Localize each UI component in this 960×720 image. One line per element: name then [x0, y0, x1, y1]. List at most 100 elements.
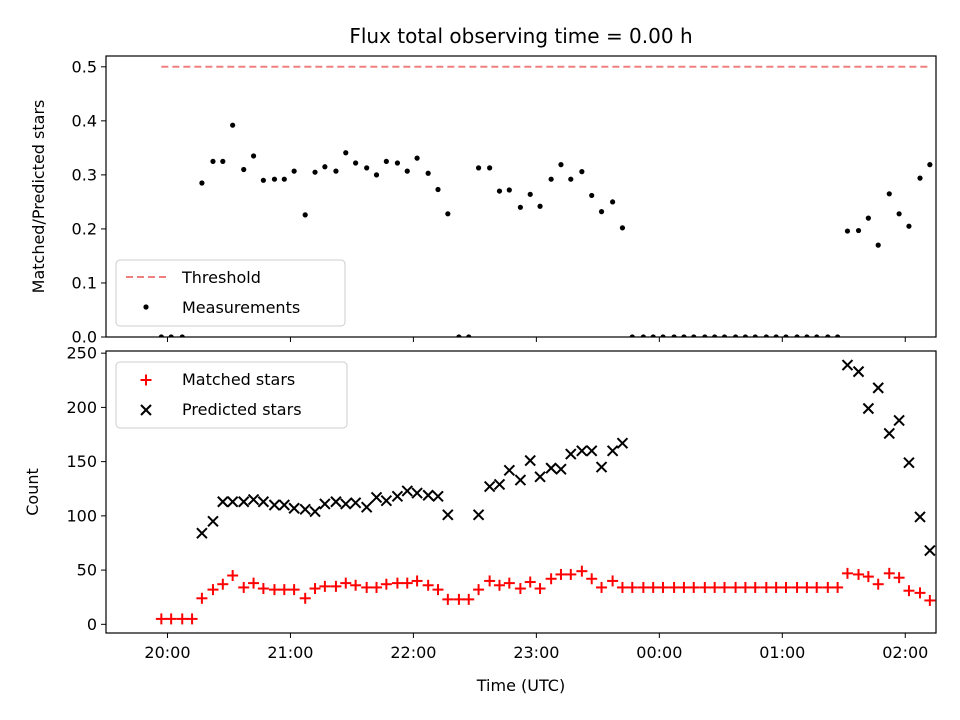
top-y-tick-label: 0.0 [72, 328, 97, 347]
matched-star-point [422, 579, 434, 591]
predicted-star-point [903, 457, 915, 469]
x-axis-label: Time (UTC) [476, 676, 565, 695]
measurement-point [548, 176, 554, 182]
matched-star-point [924, 594, 936, 606]
predicted-star-point [217, 496, 229, 508]
matched-star-point [493, 579, 505, 591]
measurement-point [475, 165, 482, 171]
top-panel: 0.0 0.1 0.2 0.3 0.4 0.5 Matched/Predicted star… [29, 55, 937, 347]
predicted-star-point [288, 502, 300, 514]
measurement-point [855, 227, 862, 234]
measurement-point [640, 334, 646, 337]
matched-star-point [524, 576, 536, 588]
predicted-star-point [442, 509, 454, 521]
matched-star-point [484, 575, 496, 587]
predicted-star-point [360, 501, 373, 513]
matched-star-point [903, 585, 915, 597]
measurement-point [610, 199, 616, 205]
matched-star-point [340, 577, 352, 589]
measurement-point [537, 203, 543, 209]
measurement-point [506, 187, 512, 193]
measurement-point [487, 165, 493, 171]
matched-star-point [811, 581, 823, 593]
matched-star-point [514, 583, 526, 595]
measurement-point [558, 162, 564, 168]
measurement-point [394, 160, 401, 166]
matched-star-point [186, 613, 198, 625]
predicted-star-point [862, 402, 875, 415]
predicted-star-point [872, 382, 884, 394]
matched-star-point [503, 577, 515, 589]
matched-star-point [330, 580, 342, 592]
predicted-star-point [278, 499, 291, 511]
predicted-star-point [616, 437, 629, 449]
matched-star-point [770, 581, 782, 593]
measurement-point [333, 168, 339, 174]
matched-star-point [463, 593, 475, 605]
measurement-point [230, 122, 236, 128]
x-tick-label: 20:00 [144, 643, 190, 662]
matched-star-point [380, 578, 392, 590]
predicted-star-point [524, 454, 536, 467]
measurement-point [732, 334, 739, 337]
measurement-point [271, 176, 278, 182]
bottom-y-tick-label: 250 [66, 344, 97, 363]
figure-title: Flux total observing time = 0.00 h [349, 24, 692, 48]
measurement-point [456, 334, 462, 337]
predicted-star-point [503, 464, 516, 477]
measurement-point [650, 334, 656, 337]
matched-star-point [238, 581, 250, 593]
measurement-point [343, 150, 349, 156]
measurement-point [691, 334, 697, 337]
predicted-star-point [852, 365, 865, 378]
matched-star-point [442, 593, 454, 605]
bottom-y-axis-label: Count [23, 468, 42, 516]
matched-star-point [227, 570, 239, 582]
measurement-point [783, 334, 789, 337]
matched-star-point [688, 581, 700, 593]
matched-star-point [791, 581, 803, 593]
predicted-star-point [432, 490, 444, 503]
matched-star-point [657, 581, 669, 593]
measurement-point [241, 166, 247, 173]
bottom-legend: Matched stars Predicted stars [115, 361, 348, 429]
matched-star-point [719, 581, 731, 593]
measurement-point [383, 158, 389, 164]
predicted-star-point [893, 414, 905, 427]
measurement-point [804, 334, 810, 337]
x-tick-label: 00:00 [636, 643, 682, 662]
measurement-point [671, 334, 677, 337]
matched-star-point [576, 565, 588, 577]
measurement-point [291, 168, 297, 174]
matched-star-point [647, 581, 659, 593]
measurement-point [886, 191, 892, 197]
measurement-point [353, 160, 359, 166]
predicted-star-point [349, 497, 362, 509]
matched-star-point [822, 581, 834, 593]
x-tick-label: 02:00 [882, 643, 928, 662]
measurement-point [527, 191, 533, 197]
measurement-point [220, 158, 226, 164]
top-y-axis-label: Matched/Predicted stars [29, 100, 48, 294]
matched-star-point [565, 568, 577, 580]
measurement-point [712, 334, 718, 337]
measurement-point [917, 175, 923, 181]
matched-star-point [288, 584, 300, 596]
measurement-point [773, 334, 779, 337]
predicted-star-point [268, 499, 281, 511]
measurement-point [681, 334, 687, 337]
legend-matched-label: Matched stars [182, 370, 295, 389]
measurement-point [445, 211, 451, 217]
matched-star-point [862, 571, 874, 583]
measurement-point [875, 242, 881, 248]
measurement-point [250, 153, 257, 159]
predicted-star-point [196, 527, 208, 539]
measurement-point [496, 188, 503, 194]
predicted-star-point [422, 489, 434, 501]
matched-star-point [371, 581, 383, 593]
matched-star-point [217, 578, 229, 590]
predicted-star-point [238, 496, 250, 508]
measurement-point [435, 186, 441, 193]
measurement-point [322, 164, 328, 170]
